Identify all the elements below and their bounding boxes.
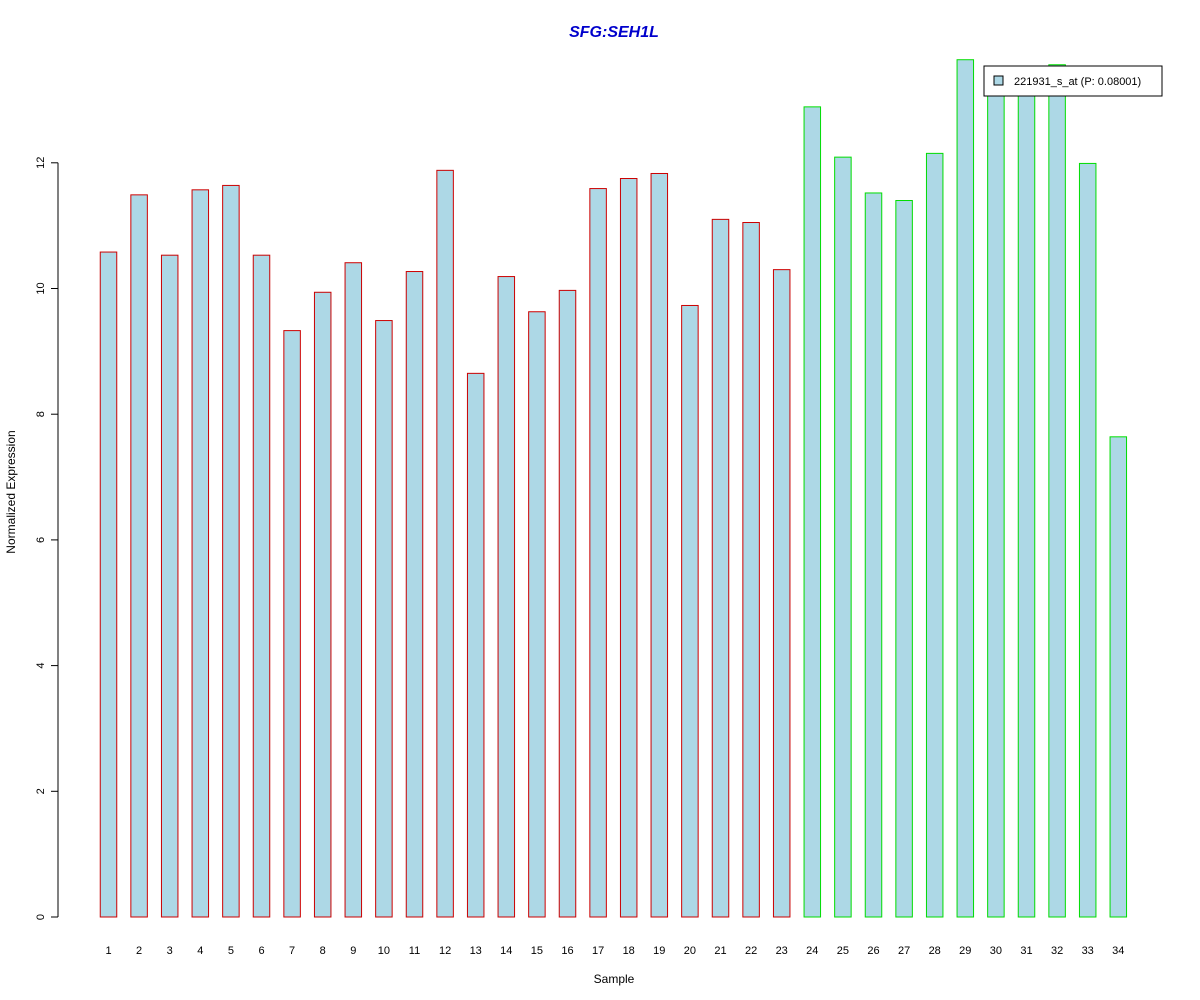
y-axis: 0 2 4 6 8 10 12: [35, 157, 59, 920]
x-tick-label: 30: [990, 945, 1002, 957]
x-tick-label: 25: [837, 945, 849, 957]
bar-sample-11: [405, 271, 424, 918]
x-tick-label: 20: [684, 945, 696, 957]
x-tick-label: 11: [409, 945, 420, 957]
x-tick-label: 1: [105, 945, 111, 957]
y-tick-label: 4: [35, 663, 47, 669]
x-tick-label: 18: [623, 945, 635, 957]
y-tick-label: 0: [35, 914, 47, 920]
bar-sample-20: [681, 304, 699, 918]
x-tick-label: 15: [531, 945, 543, 957]
bar-sample-2: [130, 194, 148, 918]
y-tick-label: 10: [35, 282, 47, 294]
legend-swatch: [993, 75, 1004, 86]
x-tick-label: 9: [350, 945, 356, 957]
bar-sample-27: [895, 200, 913, 918]
bar-sample-1: [99, 251, 118, 918]
x-tick-label: 34: [1112, 945, 1124, 957]
x-tick-label: 26: [867, 945, 879, 957]
bar-sample-18: [619, 178, 638, 918]
bar-sample-24: [803, 106, 822, 918]
x-tick-label: 12: [439, 945, 451, 957]
x-tick-label: 29: [959, 945, 971, 957]
bar-sample-17: [589, 188, 607, 918]
legend: 221931_s_at (P: 0.08001): [983, 65, 1163, 97]
bar-sample-26: [864, 192, 883, 918]
y-tick-label: 8: [35, 411, 47, 417]
bar-sample-30: [987, 80, 1005, 918]
bar-sample-3: [160, 254, 179, 918]
x-tick-label: 24: [806, 945, 818, 957]
x-tick-label: 31: [1020, 945, 1032, 957]
chart-title: SFG:SEH1L: [569, 24, 659, 41]
bar-sample-34: [1109, 436, 1128, 918]
bar-sample-23: [772, 269, 791, 918]
bar-sample-7: [283, 330, 301, 918]
bar-sample-28: [925, 152, 944, 918]
bar-sample-9: [344, 262, 363, 918]
y-tick-label: 12: [35, 157, 47, 169]
x-tick-label: 14: [500, 945, 512, 957]
bar-sample-31: [1017, 80, 1036, 918]
legend-label: 221931_s_at (P: 0.08001): [1014, 76, 1141, 88]
y-tick-label: 2: [35, 788, 47, 794]
x-tick-label: 32: [1051, 945, 1063, 957]
bar-sample-21: [711, 218, 730, 918]
x-axis-label: Sample: [594, 972, 635, 986]
bar-sample-22: [742, 222, 760, 918]
bar-sample-8: [313, 291, 332, 918]
y-axis-label: Normalized Expression: [4, 430, 18, 553]
x-tick-label: 19: [653, 945, 665, 957]
x-tick-label: 27: [898, 945, 910, 957]
bar-sample-29: [956, 59, 975, 918]
x-tick-label: 7: [289, 945, 295, 957]
x-tick-label: 4: [197, 945, 203, 957]
bar-sample-15: [528, 311, 546, 918]
x-tick-label: 17: [592, 945, 604, 957]
x-tick-label: 22: [745, 945, 757, 957]
x-tick-label: 10: [378, 945, 390, 957]
x-tick-label: 16: [561, 945, 573, 957]
x-tick-label: 2: [136, 945, 142, 957]
bar-sample-4: [191, 189, 210, 918]
x-tick-label: 8: [320, 945, 326, 957]
bar-sample-33: [1078, 162, 1097, 918]
bar-sample-12: [436, 169, 454, 918]
x-tick-label: 6: [258, 945, 264, 957]
bar-sample-10: [375, 320, 393, 918]
bar-sample-25: [834, 156, 852, 918]
x-tick-label: 21: [714, 945, 726, 957]
x-tick-label: 33: [1082, 945, 1094, 957]
x-tick-label: 3: [167, 945, 173, 957]
bar-sample-16: [558, 289, 577, 918]
bar-sample-5: [222, 184, 240, 918]
bars-group: [99, 59, 1128, 918]
x-tick-label: 5: [228, 945, 234, 957]
legend-box: [983, 65, 1163, 97]
bar-sample-6: [252, 254, 271, 918]
x-tick-label: 13: [470, 945, 482, 957]
bar-sample-19: [650, 172, 669, 918]
bar-sample-14: [497, 276, 516, 918]
y-tick-label: 6: [35, 537, 47, 543]
x-tick-label: 28: [929, 945, 941, 957]
bar-sample-13: [466, 372, 485, 918]
x-tick-labels: 1 2 3 4 5 6 7 8 9 10 11 12 13 14 15 16 17 18 19 20 21 22 23 24 2…: [105, 945, 1124, 957]
bar-sample-32: [1048, 64, 1066, 918]
x-tick-label: 23: [776, 945, 788, 957]
